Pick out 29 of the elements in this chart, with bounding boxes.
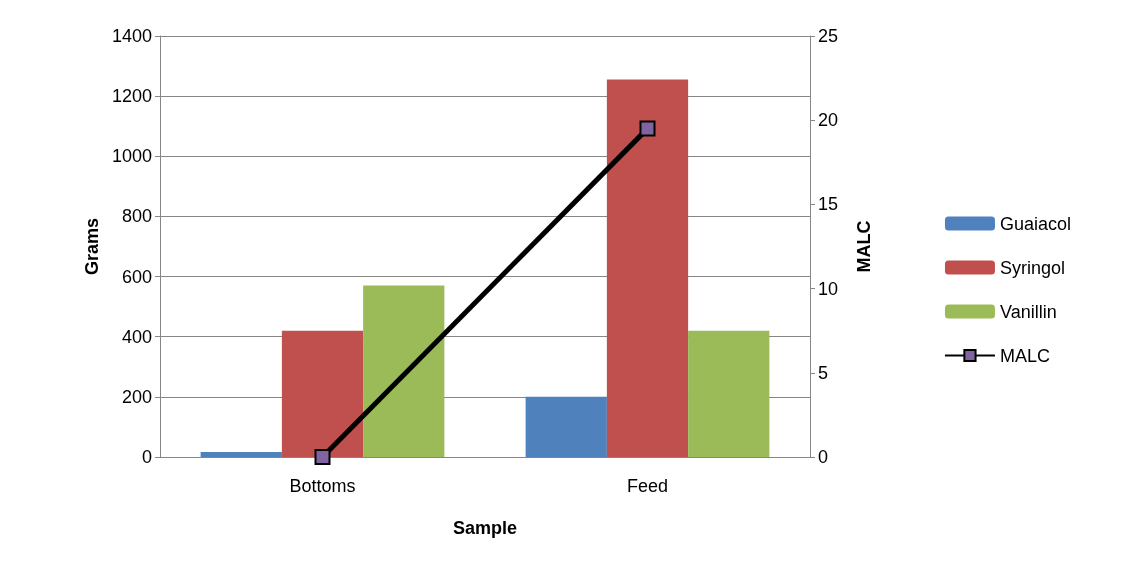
y2-tick-label: 20 xyxy=(818,110,839,131)
y2-tick-label: 25 xyxy=(818,26,839,46)
y2-tick-label: 10 xyxy=(818,278,839,299)
x-axis-title: Sample xyxy=(452,518,518,538)
y-tick-label: 600 xyxy=(121,266,152,287)
y-axis-title: Grams xyxy=(82,217,103,276)
y-tick-label: 400 xyxy=(121,326,152,347)
y2-axis-title: MALC xyxy=(854,220,874,273)
legend-label: Guaiacol xyxy=(999,213,1071,234)
legend-label: Vanillin xyxy=(999,301,1057,322)
y-tick-label: 200 xyxy=(121,386,152,407)
y2-tick-label: 0 xyxy=(818,447,829,467)
y2-tick-label: 15 xyxy=(818,194,839,215)
bar xyxy=(606,79,689,457)
y-tick-label: 1000 xyxy=(111,146,152,167)
y-tick-label: 800 xyxy=(121,206,152,227)
bar xyxy=(200,451,282,457)
bar xyxy=(688,330,770,457)
bar xyxy=(281,330,364,457)
y2-tick-label: 5 xyxy=(818,362,829,383)
y-tick-label: 0 xyxy=(141,447,152,467)
x-tick-label: Feed xyxy=(626,476,669,496)
y-tick-label: 1400 xyxy=(111,26,152,46)
y-tick-label: 1200 xyxy=(111,86,152,107)
bar xyxy=(525,396,607,457)
legend-label: MALC xyxy=(999,345,1050,366)
bar xyxy=(363,285,445,457)
legend-label: Syringol xyxy=(999,257,1065,278)
x-tick-label: Bottoms xyxy=(289,476,356,496)
